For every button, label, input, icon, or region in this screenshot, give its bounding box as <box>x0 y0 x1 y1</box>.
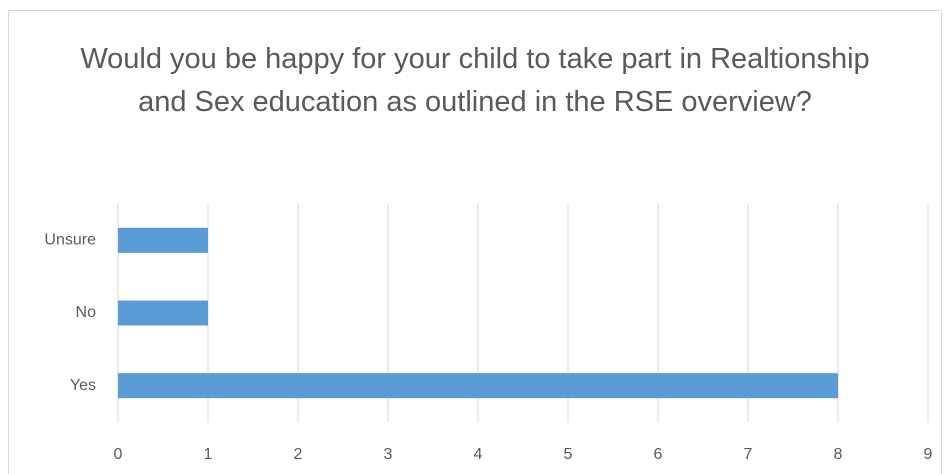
chart-border <box>8 10 942 474</box>
x-tick-label: 7 <box>744 446 753 463</box>
x-tick-label: 5 <box>564 446 573 463</box>
chart-title: Would you be happy for your child to tak… <box>80 43 870 118</box>
x-tick-label: 8 <box>834 446 843 463</box>
x-tick-label: 9 <box>924 446 933 463</box>
x-tick-label: 3 <box>384 446 393 463</box>
bar <box>118 227 208 253</box>
y-tick-label: Unsure <box>44 232 96 249</box>
bar <box>118 300 208 326</box>
x-tick-label: 6 <box>654 446 663 463</box>
x-tick-label: 2 <box>294 446 303 463</box>
bar <box>118 373 838 399</box>
x-tick-label: 1 <box>204 446 213 463</box>
y-tick-label: Yes <box>70 377 96 394</box>
y-tick-label: No <box>76 304 97 321</box>
x-tick-label: 4 <box>474 446 483 463</box>
x-tick-label: 0 <box>114 446 123 463</box>
